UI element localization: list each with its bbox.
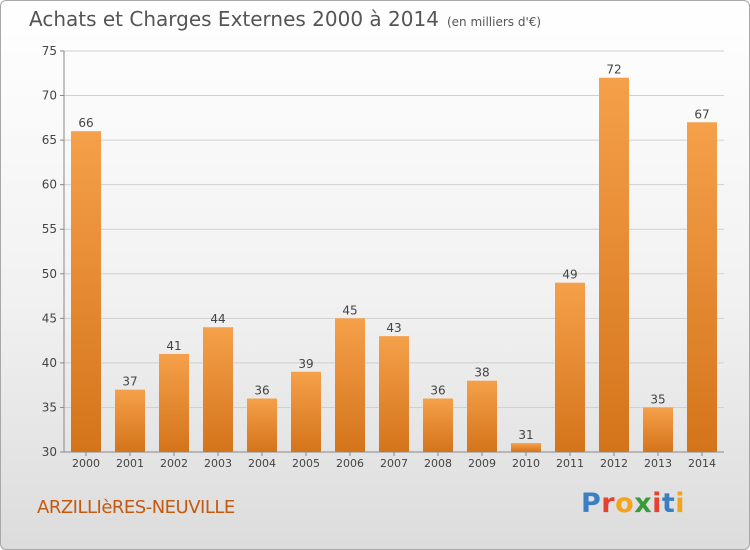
bar-2001 — [115, 389, 145, 452]
y-tick-label: 30 — [42, 445, 57, 459]
y-axis: 30 35 40 45 50 55 60 65 70 75 — [42, 44, 65, 459]
data-label-2001: 37 — [122, 375, 137, 389]
bar-2003 — [203, 327, 233, 452]
y-tick-label: 45 — [42, 311, 57, 325]
x-tick-label-2009: 2009 — [468, 457, 496, 470]
y-tick-label: 35 — [42, 400, 57, 414]
chart-title-text: Achats et Charges Externes 2000 à 2014 — [29, 7, 439, 31]
x-tick-label-2012: 2012 — [600, 457, 628, 470]
bar-2014 — [687, 122, 717, 453]
bar-2008 — [423, 398, 453, 452]
bar-2007 — [379, 336, 409, 452]
bar-2011 — [555, 282, 585, 452]
data-label-2005: 39 — [298, 357, 313, 371]
bar-2012 — [599, 77, 629, 452]
bar-2010 — [511, 443, 541, 452]
data-label-2014: 67 — [694, 107, 709, 121]
x-tick-label-2011: 2011 — [556, 457, 584, 470]
bar-2009 — [467, 380, 497, 452]
logo-letter: P — [581, 488, 602, 519]
x-tick-label-2010: 2010 — [512, 457, 540, 470]
x-tick-label-2002: 2002 — [160, 457, 188, 470]
logo-letter: o — [615, 488, 635, 519]
data-label-2002: 41 — [166, 339, 181, 353]
x-tick-label-2000: 2000 — [72, 457, 100, 470]
data-label-2013: 35 — [650, 392, 665, 406]
x-tick-label-2006: 2006 — [336, 457, 364, 470]
logo-letter: i — [675, 488, 686, 519]
bar-2005 — [291, 371, 321, 452]
y-tick-label: 50 — [42, 267, 57, 281]
chart-subtitle: (en milliers d'€) — [446, 15, 542, 29]
data-label-2007: 43 — [386, 321, 401, 335]
x-axis: 2000 2001 2002 2003 2004 2005 2006 2007 2008 2009… — [64, 451, 724, 470]
y-tick-label: 65 — [42, 133, 57, 147]
x-tick-label-2008: 2008 — [424, 457, 452, 470]
logo-letter: t — [661, 488, 676, 519]
y-tick-label: 55 — [42, 222, 57, 236]
data-label-2011: 49 — [562, 268, 577, 282]
data-label-2012: 72 — [606, 63, 621, 77]
bar-2004 — [247, 398, 277, 452]
x-tick-label-2004: 2004 — [248, 457, 276, 470]
logo-letter: r — [601, 488, 616, 519]
y-tick-label: 40 — [42, 356, 57, 370]
data-label-2009: 38 — [474, 366, 489, 380]
data-label-2004: 36 — [254, 384, 269, 398]
logo-letter: x — [634, 488, 653, 519]
data-label-2000: 66 — [78, 116, 93, 130]
town-name: ARZILLIèRES-NEUVILLE — [37, 497, 235, 518]
bar-2006 — [335, 318, 365, 452]
data-label-2008: 36 — [430, 384, 445, 398]
chart-title: Achats et Charges Externes 2000 à 2014 (e… — [29, 7, 541, 31]
y-tick-label: 70 — [42, 89, 57, 103]
data-label-2006: 45 — [342, 303, 357, 317]
data-label-2003: 44 — [210, 312, 225, 326]
data-labels: 66 37 41 44 36 39 45 43 36 38 31 49 72 35 67 — [78, 63, 709, 442]
x-tick-label-2007: 2007 — [380, 457, 408, 470]
x-tick-label-2013: 2013 — [644, 457, 672, 470]
proxiti-logo[interactable]: Proxiti — [581, 488, 685, 519]
data-label-2010: 31 — [518, 428, 533, 442]
bar-2002 — [159, 353, 189, 452]
x-tick-label-2003: 2003 — [204, 457, 232, 470]
x-tick-label-2005: 2005 — [292, 457, 320, 470]
x-tick-label-2014: 2014 — [688, 457, 716, 470]
x-tick-label-2001: 2001 — [116, 457, 144, 470]
bar-2013 — [643, 407, 673, 452]
y-tick-label: 60 — [42, 178, 57, 192]
logo-letter: i — [652, 488, 662, 519]
bar-2000 — [71, 131, 101, 452]
y-tick-label: 75 — [42, 44, 57, 58]
bars — [71, 77, 717, 453]
